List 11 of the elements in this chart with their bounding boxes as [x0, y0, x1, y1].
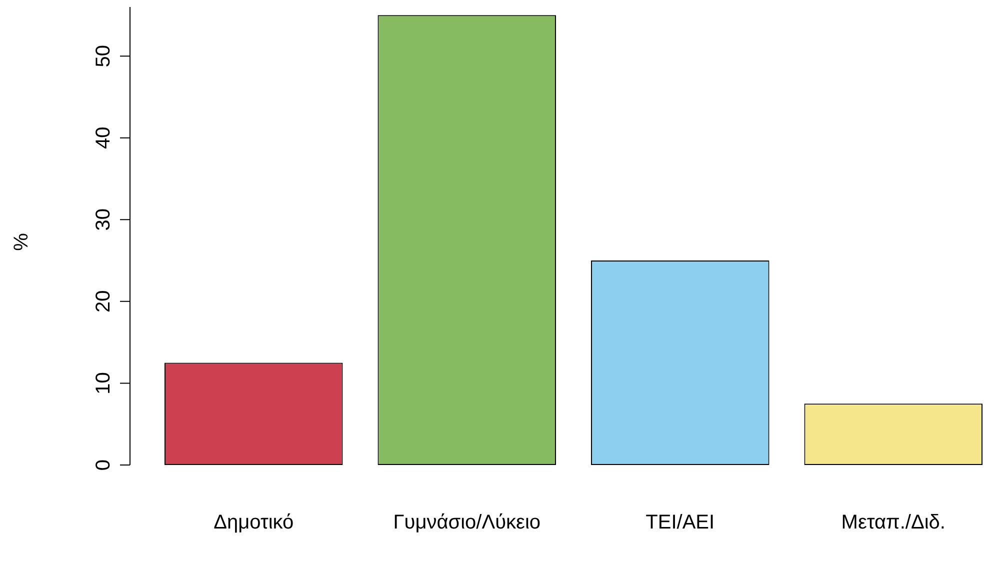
y-tick-label: 10	[92, 372, 115, 394]
y-tick-label: 50	[92, 44, 115, 68]
y-tick-label: 20	[92, 290, 115, 313]
y-tick-label: 30	[92, 208, 115, 231]
x-tick-label: Δημοτικό	[214, 512, 294, 534]
y-axis-title: %	[10, 232, 33, 251]
x-tick-label: Μεταπ./Διδ.	[841, 512, 946, 534]
y-tick-label: 40	[92, 126, 115, 149]
x-tick-label: ΤΕΙ/ΑΕΙ	[646, 512, 715, 534]
y-tick-label: 0	[92, 459, 115, 471]
x-tick-label: Γυμνάσιο/Λύκειο	[393, 512, 541, 534]
